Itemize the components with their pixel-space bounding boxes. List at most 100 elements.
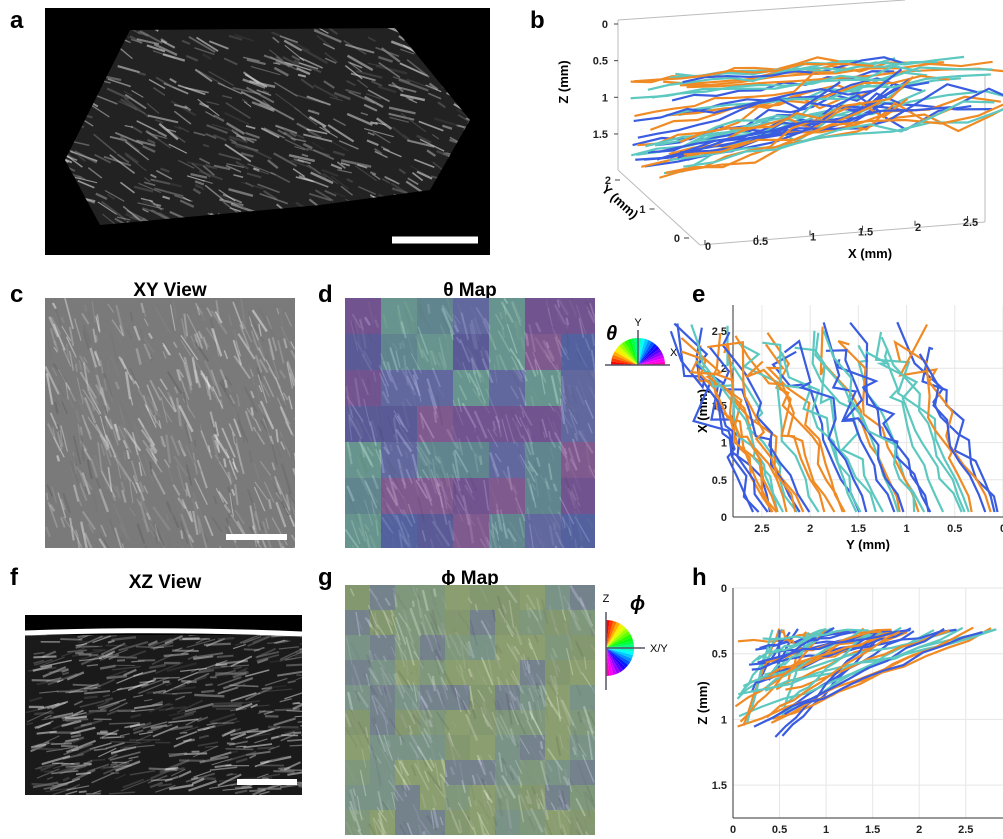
texture (201, 691, 214, 692)
map-tile (489, 334, 525, 370)
map-tile (470, 710, 495, 735)
tick-label: 1.5 (865, 824, 880, 836)
map-tile (520, 710, 545, 735)
legend-symbol: ϕ (630, 593, 645, 615)
map-tile (561, 370, 597, 406)
map-tile (453, 406, 489, 442)
texture (194, 695, 224, 696)
texture (96, 335, 97, 341)
texture (182, 546, 191, 570)
texture (301, 631, 318, 636)
map-tile (495, 660, 520, 685)
map-tile (489, 478, 525, 514)
texture (79, 642, 89, 643)
map-tile (420, 710, 445, 735)
texture (65, 717, 87, 718)
map-tile (570, 785, 595, 810)
texture (283, 547, 290, 557)
texture (163, 682, 170, 683)
texture (180, 733, 188, 734)
texture (490, 193, 511, 204)
map-tile (570, 710, 595, 735)
map-tile (470, 735, 495, 760)
panel-label: d (318, 281, 333, 308)
tick-label: 1 (904, 523, 910, 535)
legend-label: Y (634, 317, 642, 329)
panel-title: XZ View (129, 572, 202, 593)
map-tile (345, 478, 381, 514)
map-tile (345, 610, 370, 635)
texture (301, 735, 327, 736)
image (345, 298, 604, 577)
tick-label: 0 (705, 241, 711, 253)
map-tile (545, 685, 570, 710)
texture (89, 711, 107, 712)
texture (79, 791, 87, 792)
tick-label: 1.5 (851, 523, 866, 535)
map-tile (417, 478, 453, 514)
map-tile (420, 810, 445, 835)
map-tile (453, 442, 489, 478)
map-tile (420, 760, 445, 785)
map-tile (345, 406, 381, 442)
map-tile (345, 785, 370, 810)
map-tile (345, 514, 381, 550)
tick-label: 0 (721, 512, 727, 524)
texture (215, 664, 227, 665)
map-tile (570, 610, 595, 635)
map-tile (395, 585, 420, 610)
tick-label: 0 (730, 824, 736, 836)
map-tile (370, 735, 395, 760)
map-tile (520, 585, 545, 610)
texture (376, 254, 401, 267)
texture (302, 654, 316, 655)
map-tile (489, 514, 525, 550)
map-tile (489, 406, 525, 442)
texture (386, 253, 409, 267)
map-tile (420, 635, 445, 660)
panel-label: f (10, 564, 19, 591)
map-tile (381, 514, 417, 550)
map-tile (545, 635, 570, 660)
axis-label: Y (mm) (846, 537, 890, 552)
texture (595, 603, 597, 610)
tick-label: 0.5 (772, 824, 787, 836)
texture (364, 548, 367, 562)
map-tile (561, 406, 597, 442)
texture (225, 749, 253, 750)
texture (479, 255, 493, 262)
texture (595, 603, 601, 620)
map-tile (470, 610, 495, 635)
map-tile (570, 635, 595, 660)
map-tile (561, 514, 597, 550)
tick-label: 2.5 (958, 824, 973, 836)
tick-label: 1 (810, 231, 816, 243)
texture (294, 703, 310, 704)
texture (489, 180, 517, 195)
texture (365, 254, 390, 267)
tick-label: 2 (915, 222, 921, 234)
map-tile (495, 710, 520, 735)
map-tile (420, 735, 445, 760)
map-tile (445, 785, 470, 810)
map-tile (345, 685, 370, 710)
map-tile (395, 810, 420, 835)
texture (244, 649, 260, 650)
map-tile (370, 660, 395, 685)
texture (33, 656, 56, 657)
map-tile (470, 760, 495, 785)
panel-label: g (318, 564, 333, 591)
texture (183, 740, 194, 742)
tick-label: 0.5 (753, 236, 768, 248)
map-tile (561, 298, 597, 334)
map-tile (525, 298, 561, 334)
map-tile (381, 478, 417, 514)
map-tile (520, 735, 545, 760)
map-tile (545, 585, 570, 610)
map-tile (520, 810, 545, 835)
map-tile (395, 710, 420, 735)
map-tile (525, 442, 561, 478)
map-tile (370, 710, 395, 735)
map-tile (370, 760, 395, 785)
map-tile (545, 660, 570, 685)
